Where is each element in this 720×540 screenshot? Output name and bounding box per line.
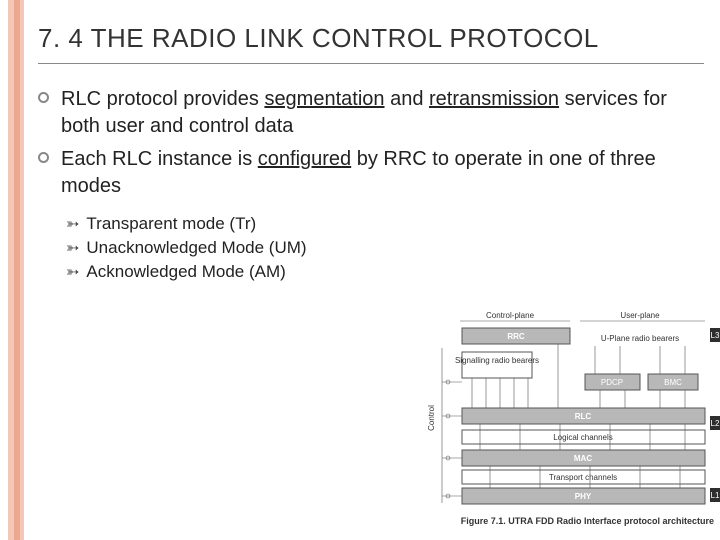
sub-bullet-marker-icon: ➳ [66,238,79,258]
transport-label: Transport channels [549,473,617,482]
slide-title: 7. 4 THE RADIO LINK CONTROL PROTOCOL [38,22,704,64]
sub-bullet-item: ➳ Transparent mode (Tr) [66,214,704,234]
sub-bullet-marker-icon: ➳ [66,262,79,282]
sub-bullet-text: Acknowledged Mode (AM) [86,262,285,282]
bullet-item: RLC protocol provides segmentation and r… [38,86,704,140]
user-plane-label: User-plane [620,311,660,320]
layer-label: L1 [711,491,720,500]
bullet-marker-icon [38,92,49,103]
figure-caption: Figure 7.1. UTRA FDD Radio Interface pro… [461,516,714,526]
sub-bullet-text: Unacknowledged Mode (UM) [86,238,306,258]
diagram-svg: Control-plane User-plane L3 L2 L1 Contro… [420,308,720,528]
sub-bullet-item: ➳ Acknowledged Mode (AM) [66,262,704,282]
protocol-architecture-diagram: Control-plane User-plane L3 L2 L1 Contro… [420,308,720,528]
accent-stripe [20,0,24,540]
bullet-text: Each RLC instance is configured by RRC t… [61,146,704,200]
pdcp-box: PDCP [601,378,623,387]
control-axis-label: Control [427,405,436,431]
slide-content: 7. 4 THE RADIO LINK CONTROL PROTOCOL RLC… [38,22,704,286]
phy-box: PHY [575,492,592,501]
control-plane-label: Control-plane [486,311,535,320]
rrc-box: RRC [507,332,525,341]
logical-label: Logical channels [553,433,613,442]
rlc-box: RLC [575,412,592,421]
bmc-box: BMC [664,378,682,387]
bullet-text: RLC protocol provides segmentation and r… [61,86,704,140]
uplane-label: U-Plane radio bearers [601,334,679,343]
layer-label: L3 [711,331,720,340]
sub-bullet-text: Transparent mode (Tr) [86,214,256,234]
bullet-list: RLC protocol provides segmentation and r… [38,86,704,200]
sub-bullet-marker-icon: ➳ [66,214,79,234]
sub-bullet-item: ➳ Unacknowledged Mode (UM) [66,238,704,258]
mac-box: MAC [574,454,592,463]
bullet-marker-icon [38,152,49,163]
bullet-item: Each RLC instance is configured by RRC t… [38,146,704,200]
sig-box: Signalling radio bearers [455,356,539,365]
sub-bullet-list: ➳ Transparent mode (Tr) ➳ Unacknowledged… [66,214,704,282]
layer-label: L2 [711,419,720,428]
